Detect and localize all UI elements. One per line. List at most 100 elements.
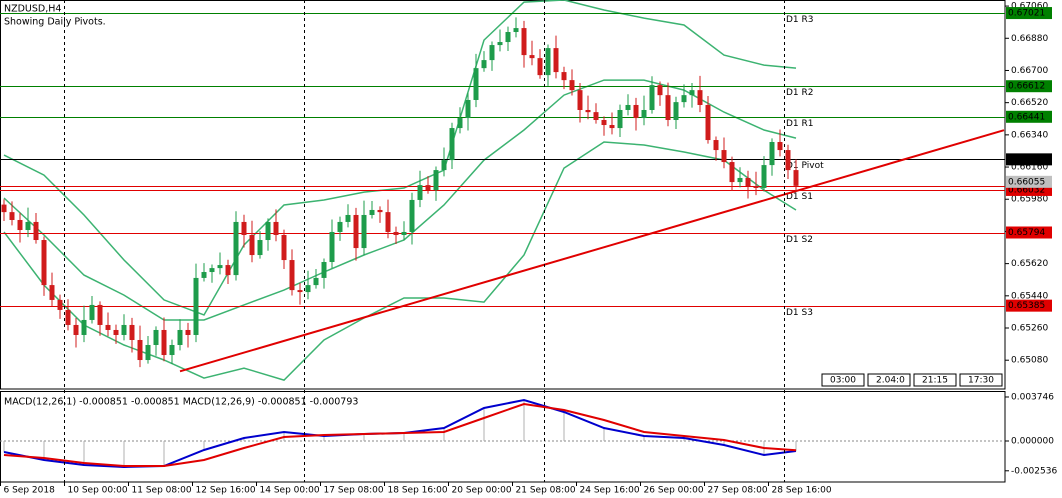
level-label-box <box>1006 80 1052 93</box>
candle-body <box>129 324 135 340</box>
pivot-name: D1 S3 <box>786 308 813 318</box>
candle-body <box>241 221 247 236</box>
candle-body <box>433 170 439 191</box>
candle-body <box>137 339 143 361</box>
candle-body <box>321 262 327 278</box>
level-label-box <box>1006 299 1052 312</box>
candle-body <box>777 142 783 151</box>
toolbar-label: 03:00 <box>830 376 856 386</box>
candle-body <box>761 165 767 188</box>
candle-body <box>689 90 695 96</box>
candle-body <box>57 299 63 310</box>
y-tick-label: 0.66880 <box>1011 34 1048 44</box>
candle-body <box>609 125 615 129</box>
candle-body <box>1 204 7 213</box>
x-tick-label: 18 Sep 16:00 <box>388 486 448 496</box>
toolbar-label: 17:30 <box>968 376 994 386</box>
pivot-name: D1 R1 <box>786 119 814 129</box>
x-tick-label: 6 Sep 2018 <box>4 486 56 496</box>
candle-body <box>273 221 279 236</box>
current-price-label: 0.66055 <box>1008 177 1045 187</box>
y-tick-label: 0.65260 <box>1011 324 1048 334</box>
candle-body <box>33 221 39 241</box>
x-tick-label: 24 Sep 16:00 <box>580 486 640 496</box>
candle-body <box>505 32 511 43</box>
candle-body <box>561 72 567 81</box>
toolbar-box <box>913 373 957 387</box>
candle-body <box>473 68 479 100</box>
candle-body <box>385 212 391 232</box>
candle-body <box>73 324 79 335</box>
y-tick-label: 0.65080 <box>1011 356 1048 366</box>
y-tick-label: 0.66340 <box>1011 130 1048 140</box>
candle-body <box>257 240 263 256</box>
trendline <box>179 129 1005 373</box>
candle-body <box>465 99 471 119</box>
candle-body <box>769 142 775 166</box>
candle-body <box>537 58 543 76</box>
pivot-name: D1 R2 <box>786 88 814 98</box>
x-tick-label: 27 Sep 08:00 <box>708 486 768 496</box>
candle-body <box>601 120 607 126</box>
candle-body <box>25 221 31 231</box>
candle-body <box>625 104 631 110</box>
level-label: 0.65385 <box>1008 301 1045 311</box>
candle-body <box>217 265 223 269</box>
pivot-name: D1 R3 <box>786 15 814 25</box>
candle-body <box>209 268 215 273</box>
toolbar-box <box>867 373 911 387</box>
candle-body <box>289 260 295 291</box>
x-tick-label: 20 Sep 00:00 <box>452 486 512 496</box>
candle-body <box>593 112 599 121</box>
candle-body <box>361 214 367 249</box>
candle-body <box>177 329 183 346</box>
y-tick-label: 0.65440 <box>1011 291 1048 301</box>
candle-body <box>649 85 655 110</box>
candle-body <box>113 329 119 335</box>
candle-body <box>713 140 719 151</box>
candle-body <box>121 324 127 335</box>
level-label-box <box>1006 226 1052 239</box>
candle-body <box>89 304 95 320</box>
y-tick-label: 0.66520 <box>1011 98 1048 108</box>
x-tick-label: 21 Sep 08:00 <box>516 486 576 496</box>
candle-body <box>17 219 23 231</box>
toolbar-box <box>959 373 1003 387</box>
toolbar-box <box>821 373 865 387</box>
x-tick-label: 28 Sep 16:00 <box>772 486 832 496</box>
candle-body <box>153 329 159 346</box>
candle-body <box>641 109 647 119</box>
candle-body <box>329 231 335 263</box>
candle-body <box>377 209 383 213</box>
candle-body <box>449 128 455 161</box>
level-label: 0.65794 <box>1008 228 1045 238</box>
candle-body <box>673 102 679 121</box>
candle-body <box>233 221 239 276</box>
candle-body <box>617 109 623 129</box>
pivot-name: D1 S2 <box>786 235 813 245</box>
candle-body <box>417 185 423 200</box>
price-panel <box>0 0 1006 390</box>
pivot-name: D1 S1 <box>786 192 813 202</box>
candle-body <box>281 235 287 261</box>
candle-body <box>793 170 799 186</box>
x-tick-label: 17 Sep 08:00 <box>324 486 384 496</box>
candle-body <box>633 104 639 119</box>
candle-body <box>41 240 47 286</box>
candle-body <box>9 212 15 220</box>
candle-body <box>481 60 487 69</box>
candle-body <box>585 109 591 113</box>
candle-body <box>425 185 431 191</box>
candle-body <box>105 324 111 330</box>
candle-body <box>545 48 551 76</box>
x-tick-label: 10 Sep 00:00 <box>68 486 128 496</box>
candle-body <box>409 199 415 232</box>
candle-body <box>185 329 191 335</box>
level-label-box <box>1006 153 1052 166</box>
x-tick-label: 12 Sep 16:00 <box>196 486 256 496</box>
candle-body <box>337 221 343 232</box>
candle-body <box>305 285 311 293</box>
candle-body <box>369 209 375 215</box>
candle-body <box>457 118 463 129</box>
macd-y-tick-label: -0.002536 <box>1011 466 1057 476</box>
